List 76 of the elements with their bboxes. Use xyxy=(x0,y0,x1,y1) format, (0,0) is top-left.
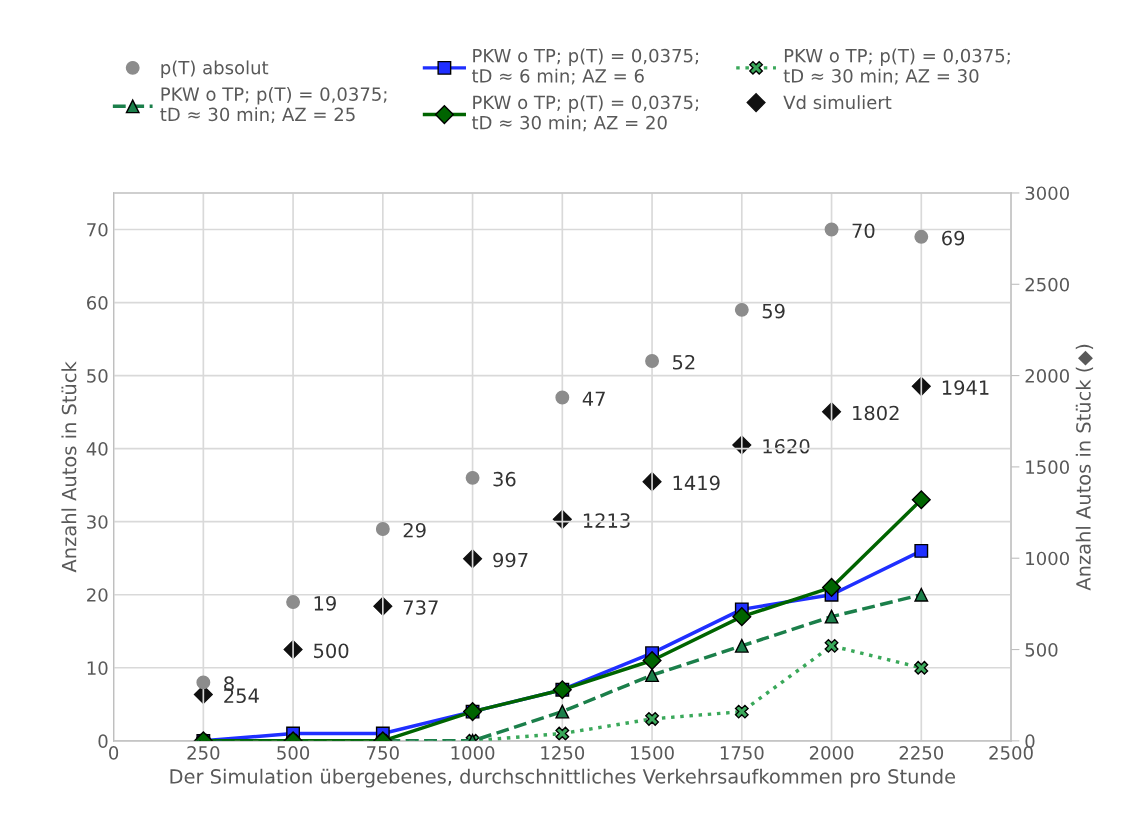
point xyxy=(196,675,211,690)
y2-tick-label: 2000 xyxy=(1025,369,1069,383)
point xyxy=(734,638,749,653)
point xyxy=(645,668,660,683)
point xyxy=(911,490,931,510)
legend-label: Vd simuliert xyxy=(783,95,892,110)
point xyxy=(465,470,480,485)
x-tick-label: 1250 xyxy=(541,746,585,760)
point xyxy=(286,595,301,609)
legend-label: PKW o TP; p(T) = 0,0375; tD ≈ 6 min; AZ = 6 xyxy=(471,48,699,85)
y-tick-label: 20 xyxy=(87,588,108,602)
legend-label: PKW o TP; p(T) = 0,0375; tD ≈ 30 min; AZ = 30 xyxy=(783,48,1010,85)
point xyxy=(914,229,929,244)
y-tick-label: 50 xyxy=(87,369,108,383)
data-label: 69 xyxy=(942,230,965,246)
point xyxy=(822,577,842,597)
x-tick-label: 250 xyxy=(187,746,220,760)
legend-label: p(T) absolut xyxy=(161,60,269,78)
data-label: 29 xyxy=(403,522,426,538)
x-axis-title: Der Simulation übergebenes, durchschnittliches Verkehrsaufkommen pro Stunde xyxy=(170,768,956,788)
y2-tick-label: 2500 xyxy=(1025,277,1069,292)
point xyxy=(645,711,660,726)
point xyxy=(822,402,842,422)
x-tick-label: 750 xyxy=(367,746,399,760)
data-label: 52 xyxy=(673,354,695,370)
x-tick-label: 500 xyxy=(277,746,310,760)
x-tick-label: 2250 xyxy=(899,746,944,760)
point xyxy=(463,549,483,569)
point xyxy=(732,607,752,627)
point xyxy=(645,354,660,368)
data-label: 19 xyxy=(314,595,336,611)
data-label: 737 xyxy=(403,600,438,615)
point xyxy=(375,522,390,536)
point xyxy=(914,660,929,675)
y2-tick-label: 3000 xyxy=(1025,186,1069,201)
data-label: 70 xyxy=(852,223,875,239)
y-tick-label: 40 xyxy=(86,442,108,456)
data-label: 1941 xyxy=(942,380,989,395)
y2-tick-label: 0 xyxy=(1025,734,1035,748)
y-tick-label: 70 xyxy=(87,222,108,237)
point xyxy=(914,543,929,558)
x-tick-label: 2500 xyxy=(989,746,1033,760)
data-label: 36 xyxy=(493,471,516,487)
y2-tick-label: 1000 xyxy=(1026,551,1069,566)
point xyxy=(914,587,929,602)
data-label: 997 xyxy=(493,552,528,568)
data-label: 1213 xyxy=(583,513,630,528)
y-tick-label: 60 xyxy=(87,296,108,310)
x-tick-label: 1500 xyxy=(631,746,674,760)
point xyxy=(555,726,570,741)
x-tick-label: 1000 xyxy=(451,746,495,760)
point xyxy=(555,704,570,719)
y-tick-label: 30 xyxy=(87,515,108,529)
y2-axis-title: Anzahl Autos in Stück (◆) xyxy=(1075,344,1094,591)
legend-label: PKW o TP; p(T) = 0,0375; tD ≈ 30 min; AZ = 25 xyxy=(160,86,387,123)
x-tick-label: 0 xyxy=(109,746,119,760)
y-tick-label: 10 xyxy=(87,661,108,675)
x-tick-label: 1750 xyxy=(720,746,764,760)
y2-tick-label: 500 xyxy=(1025,642,1058,657)
y-tick-label: 0 xyxy=(98,734,108,748)
y2-tick-label: 1500 xyxy=(1026,460,1069,475)
point xyxy=(824,222,839,237)
data-label: 1419 xyxy=(673,475,720,491)
y-axis-title: Anzahl Autos in Stück xyxy=(61,361,77,573)
point xyxy=(734,704,749,719)
point xyxy=(734,302,749,317)
point xyxy=(824,638,839,653)
data-label: 1802 xyxy=(853,405,899,421)
x-tick-label: 2000 xyxy=(809,746,854,760)
data-label: 59 xyxy=(762,303,785,319)
legend-label: PKW o TP; p(T) = 0,0375; tD ≈ 30 min; AZ = 20 xyxy=(471,95,699,132)
data-label: 47 xyxy=(582,391,605,406)
data-label: 500 xyxy=(314,643,349,659)
point xyxy=(824,609,839,624)
point xyxy=(555,390,570,405)
point xyxy=(642,650,662,671)
